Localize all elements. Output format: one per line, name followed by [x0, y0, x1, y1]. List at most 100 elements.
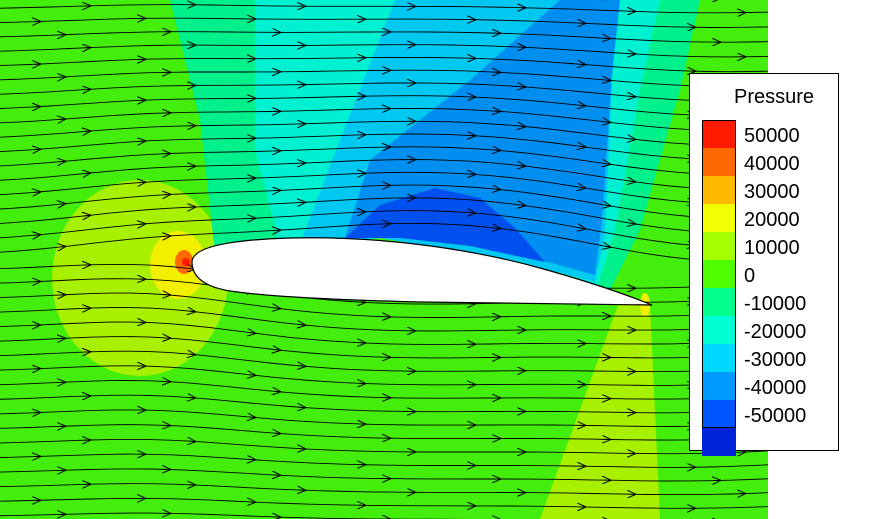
streamline-arrow	[34, 235, 40, 236]
streamline-arrow	[84, 215, 90, 216]
legend-swatch	[702, 204, 736, 232]
streamline	[0, 120, 768, 146]
legend-label: -30000	[744, 349, 807, 371]
streamline	[0, 56, 768, 73]
streamline-arrow	[249, 333, 255, 334]
streamline	[0, 82, 768, 102]
airfoil	[191, 237, 653, 306]
streamline	[0, 69, 768, 87]
streamline	[0, 210, 768, 248]
legend-label: -40000	[744, 377, 807, 399]
streamline	[0, 17, 768, 28]
streamline-arrow	[59, 119, 65, 120]
streamline	[0, 44, 768, 58]
streamline	[0, 350, 768, 373]
legend-label: -20000	[744, 321, 807, 343]
streamline	[0, 483, 768, 496]
streamline-arrow	[189, 311, 195, 312]
streamline-arrow	[604, 246, 610, 247]
streamline-arrow	[274, 350, 280, 351]
streamline-arrow	[519, 87, 525, 88]
streamline-arrow	[59, 161, 65, 162]
legend-swatch	[702, 232, 736, 260]
streamline-arrow	[84, 173, 90, 174]
streamline	[0, 146, 768, 176]
streamline	[0, 336, 768, 359]
streamline	[0, 159, 768, 190]
streamline	[0, 31, 768, 43]
streamline-arrow	[494, 228, 500, 229]
streamline-arrow	[469, 213, 475, 214]
streamline-arrow	[629, 96, 635, 97]
streamline	[0, 438, 768, 455]
legend-label: -10000	[744, 293, 807, 315]
streamline-arrow	[579, 64, 585, 65]
streamline-arrow	[299, 325, 305, 326]
legend-label: 0	[744, 265, 756, 287]
streamline-arrow	[629, 139, 635, 140]
streamline-arrow	[274, 308, 280, 309]
legend-label: 30000	[744, 181, 800, 203]
legend-swatch	[702, 148, 736, 176]
streamline-arrow	[59, 247, 65, 248]
legend-swatch	[702, 344, 736, 372]
streamline-arrow	[84, 131, 90, 132]
streamline-arrow	[274, 391, 280, 392]
legend-label: 50000	[744, 125, 800, 147]
streamline-arrow	[139, 224, 145, 225]
streamline	[0, 292, 768, 318]
legend-swatch	[702, 176, 736, 204]
streamline-arrow	[579, 187, 585, 188]
legend-label: 10000	[744, 237, 800, 259]
streamline	[0, 512, 501, 519]
streamline	[0, 307, 768, 332]
streamline	[0, 424, 768, 441]
legend-swatch	[702, 372, 736, 400]
streamline-arrow	[604, 122, 610, 123]
streamline-arrow	[59, 204, 65, 205]
streamline-arrow	[519, 165, 525, 166]
suction-region-core	[345, 188, 545, 262]
streamline-arrow	[604, 205, 610, 206]
streamline	[0, 497, 768, 509]
legend-title: Pressure	[734, 86, 815, 108]
streamline	[0, 453, 768, 468]
streamline	[0, 108, 768, 132]
streamline-arrow	[579, 228, 585, 229]
streamlines	[0, 0, 768, 519]
streamline	[0, 4, 768, 14]
legend-swatch	[702, 400, 736, 428]
streamline	[0, 409, 768, 427]
streamline	[0, 184, 768, 220]
streamline-arrow	[249, 417, 255, 418]
streamline-arrow	[604, 80, 610, 81]
streamline	[0, 222, 768, 263]
legend-swatch	[702, 288, 736, 316]
streamline	[0, 365, 768, 386]
streamline	[0, 197, 768, 234]
streamline-arrow	[579, 105, 585, 106]
streamline	[0, 95, 768, 117]
streamline-arrow	[519, 126, 525, 127]
streamline-arrow	[494, 150, 500, 151]
stagnation-point	[182, 258, 190, 266]
streamline	[0, 380, 768, 400]
streamline-arrow	[629, 223, 635, 224]
streamline	[0, 394, 768, 414]
streamline-arrow	[189, 398, 195, 399]
streamline	[0, 171, 768, 205]
legend-swatch	[702, 120, 736, 148]
trailing-edge-pressure-region	[540, 300, 660, 519]
legend-swatch	[702, 316, 736, 344]
streamline	[0, 321, 768, 345]
streamline-arrow	[579, 146, 585, 147]
legend-label: 20000	[744, 209, 800, 231]
streamline-arrow	[189, 354, 195, 355]
streamline-arrow	[494, 189, 500, 190]
streamline-arrow	[299, 366, 305, 367]
legend-swatch	[702, 260, 736, 288]
streamline-arrow	[34, 192, 40, 193]
streamline-arrow	[519, 205, 525, 206]
streamline	[0, 133, 768, 161]
